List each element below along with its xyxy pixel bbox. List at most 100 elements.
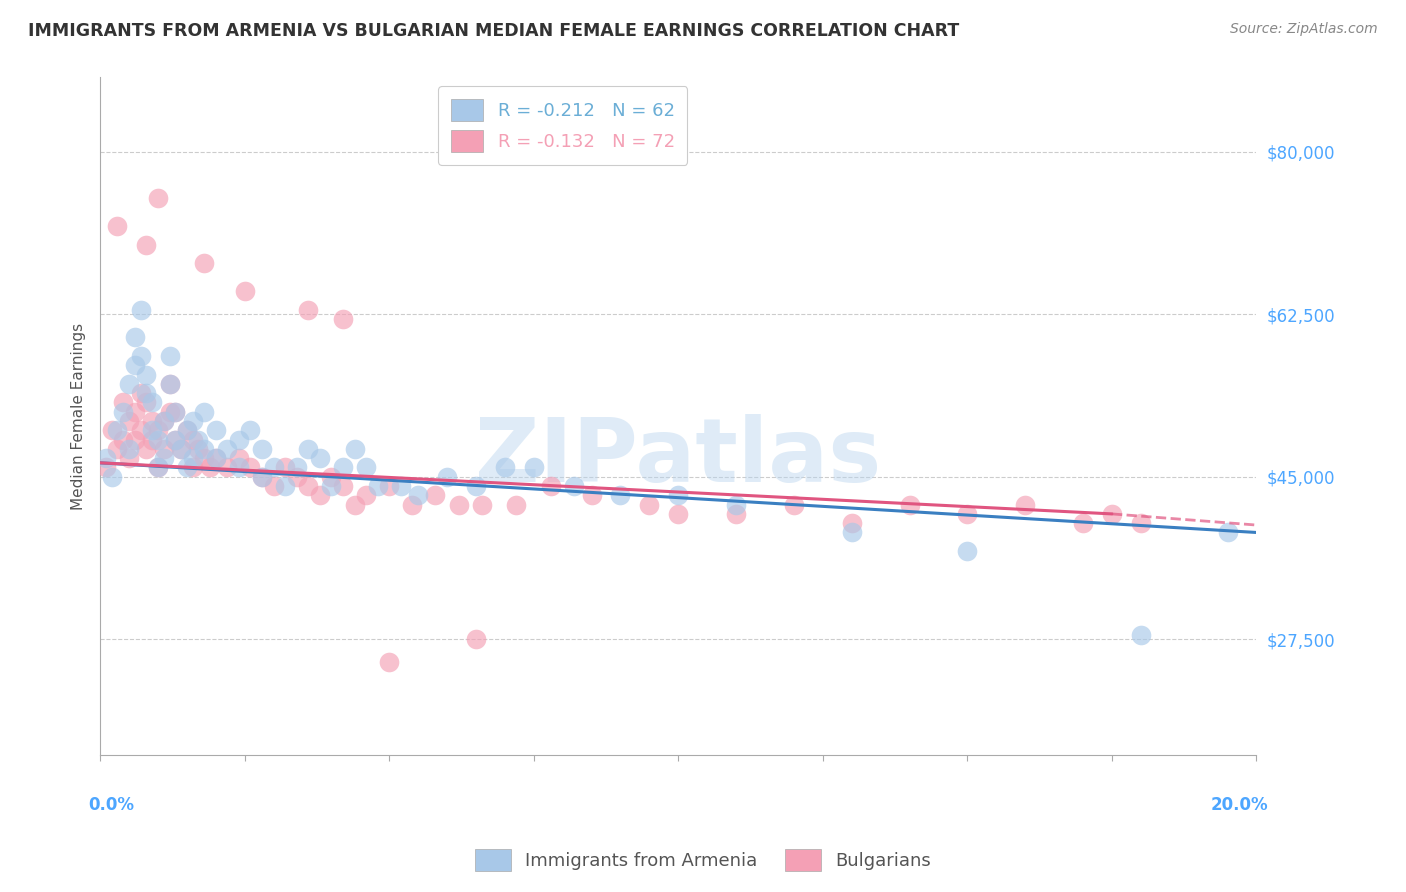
Point: [609, 488, 631, 502]
Point: [146, 460, 169, 475]
Point: [401, 498, 423, 512]
Point: [540, 479, 562, 493]
Point: [170, 442, 193, 456]
Point: [165, 405, 187, 419]
Point: [165, 433, 187, 447]
Point: [159, 376, 181, 391]
Point: [146, 191, 169, 205]
Point: [233, 284, 256, 298]
Point: [94, 451, 117, 466]
Point: [181, 451, 204, 466]
Point: [187, 442, 209, 456]
Point: [263, 479, 285, 493]
Point: [332, 460, 354, 475]
Point: [112, 405, 135, 419]
Text: ZIPatlas: ZIPatlas: [475, 414, 882, 500]
Point: [228, 460, 250, 475]
Point: [321, 469, 343, 483]
Point: [146, 423, 169, 437]
Point: [124, 359, 146, 373]
Point: [898, 498, 921, 512]
Point: [176, 423, 198, 437]
Point: [447, 498, 470, 512]
Point: [239, 423, 262, 437]
Point: [250, 469, 273, 483]
Point: [176, 423, 198, 437]
Point: [354, 488, 377, 502]
Point: [193, 256, 215, 270]
Point: [321, 479, 343, 493]
Point: [367, 479, 389, 493]
Point: [124, 433, 146, 447]
Point: [181, 414, 204, 428]
Point: [165, 433, 187, 447]
Point: [141, 433, 163, 447]
Point: [332, 479, 354, 493]
Point: [193, 451, 215, 466]
Point: [354, 460, 377, 475]
Point: [217, 442, 239, 456]
Point: [152, 451, 174, 466]
Point: [956, 544, 979, 558]
Point: [204, 451, 226, 466]
Point: [523, 460, 546, 475]
Point: [1071, 516, 1094, 531]
Point: [285, 460, 308, 475]
Point: [112, 433, 135, 447]
Point: [159, 349, 181, 363]
Point: [1129, 516, 1152, 531]
Point: [425, 488, 447, 502]
Point: [107, 219, 129, 233]
Point: [129, 349, 152, 363]
Point: [165, 405, 187, 419]
Point: [263, 460, 285, 475]
Point: [505, 498, 527, 512]
Point: [308, 488, 330, 502]
Point: [118, 442, 141, 456]
Point: [187, 433, 209, 447]
Point: [159, 376, 181, 391]
Point: [464, 632, 486, 647]
Point: [159, 405, 181, 419]
Point: [129, 302, 152, 317]
Point: [135, 368, 157, 382]
Point: [581, 488, 603, 502]
Text: 20.0%: 20.0%: [1211, 796, 1268, 814]
Legend: R = -0.212   N = 62, R = -0.132   N = 72: R = -0.212 N = 62, R = -0.132 N = 72: [437, 87, 688, 165]
Point: [1014, 498, 1036, 512]
Point: [100, 469, 122, 483]
Point: [107, 442, 129, 456]
Point: [725, 507, 748, 521]
Point: [152, 442, 174, 456]
Point: [118, 451, 141, 466]
Point: [250, 442, 273, 456]
Point: [250, 469, 273, 483]
Point: [471, 498, 494, 512]
Y-axis label: Median Female Earnings: Median Female Earnings: [72, 323, 86, 510]
Point: [297, 479, 319, 493]
Point: [666, 507, 689, 521]
Point: [129, 386, 152, 401]
Point: [956, 507, 979, 521]
Point: [118, 376, 141, 391]
Point: [204, 451, 226, 466]
Point: [146, 460, 169, 475]
Point: [274, 479, 297, 493]
Point: [228, 451, 250, 466]
Point: [562, 479, 585, 493]
Point: [152, 414, 174, 428]
Legend: Immigrants from Armenia, Bulgarians: Immigrants from Armenia, Bulgarians: [468, 842, 938, 879]
Point: [332, 311, 354, 326]
Point: [725, 498, 748, 512]
Text: 0.0%: 0.0%: [89, 796, 135, 814]
Point: [343, 442, 366, 456]
Point: [1129, 627, 1152, 641]
Point: [193, 442, 215, 456]
Point: [274, 460, 297, 475]
Point: [129, 423, 152, 437]
Point: [297, 442, 319, 456]
Point: [841, 516, 863, 531]
Point: [146, 433, 169, 447]
Point: [1101, 507, 1123, 521]
Point: [378, 656, 401, 670]
